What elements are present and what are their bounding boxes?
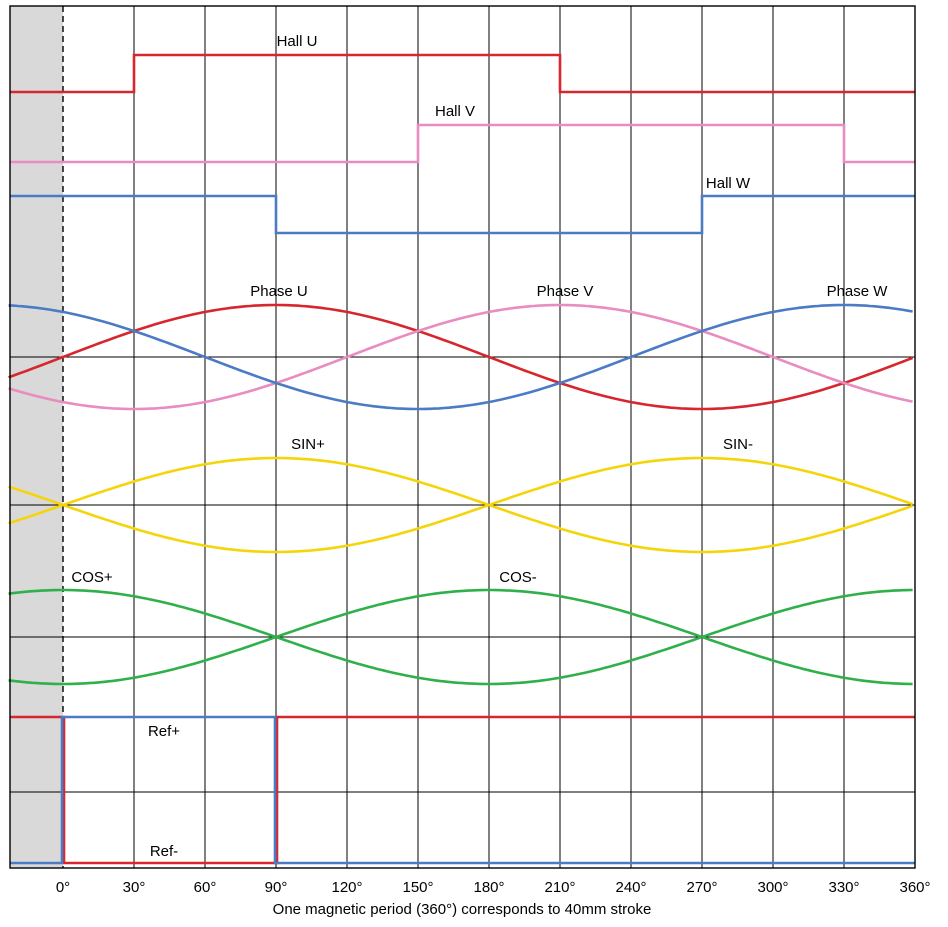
ref-plus-label: Ref+ [148,723,180,740]
hall-v-trace [10,123,915,164]
ref-plus-trace [10,715,915,865]
ref-minus-trace [10,715,915,865]
cos-plus-label: COS+ [71,569,113,586]
x-tick-label: 60° [194,879,217,896]
phase-w-trace [8,303,913,411]
ref-minus-label: Ref- [150,843,178,860]
shaded-region [10,6,63,868]
x-tick-label: 270° [686,879,717,896]
x-tick-labels: 0° 30° 60° 90° 120° 150° 180° 210° 240° 270° 300° 3… [56,879,931,896]
sin-minus-trace [8,456,914,554]
x-tick-label: 90° [265,879,288,896]
x-axis-label: One magnetic period (360°) corresponds t… [273,901,652,918]
x-tick-label: 360° [899,879,930,896]
cos-minus-trace [8,588,913,686]
x-tick-label: 330° [828,879,859,896]
hall-u-trace [10,53,915,94]
phase-w-label: Phase W [827,283,889,300]
hall-w-label: Hall W [706,175,751,192]
hall-u-label: Hall U [277,33,318,50]
signal-curves [8,53,915,865]
x-tick-label: 150° [402,879,433,896]
x-tick-label: 210° [544,879,575,896]
cos-minus-label: COS- [499,569,537,586]
x-tick-label: 240° [615,879,646,896]
sin-minus-label: SIN- [723,436,753,453]
x-tick-label: 30° [123,879,146,896]
x-tick-label: 300° [757,879,788,896]
sin-plus-trace [8,456,914,554]
x-tick-label: 0° [56,879,70,896]
hall-v-label: Hall V [435,103,475,120]
sin-plus-label: SIN+ [291,436,325,453]
plot-frame [9,5,916,869]
plot-background [10,6,915,868]
phase-v-trace [8,303,913,411]
hall-w-trace [10,194,915,235]
phase-v-label: Phase V [537,283,594,300]
x-tick-label: 120° [331,879,362,896]
cos-plus-trace [8,588,913,686]
phase-u-trace [8,303,914,411]
signal-labels: Hall U Hall V Hall W Phase U Phase V Phase W S… [71,33,888,860]
phase-u-label: Phase U [250,283,308,300]
x-tick-label: 180° [473,879,504,896]
